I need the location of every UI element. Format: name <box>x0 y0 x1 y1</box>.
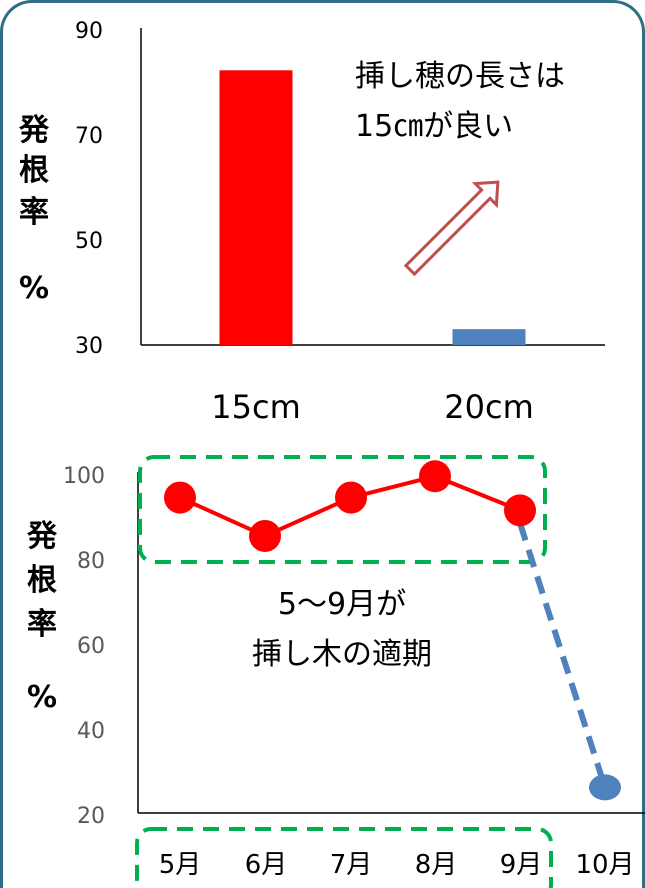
bar-ytick: 90 <box>75 19 103 44</box>
hollow-arrow-icon <box>403 180 500 277</box>
bar-15cm <box>219 70 293 346</box>
line-xtick: 8月 <box>415 850 458 880</box>
line-ylabel-char: % <box>27 680 57 715</box>
bar-ytick: 30 <box>75 334 103 359</box>
line-ytick: 60 <box>77 634 105 659</box>
month-highlight-box <box>135 827 553 888</box>
line-annotation-line1: 5～9月が <box>278 587 406 622</box>
line-xtick: 7月 <box>330 850 373 880</box>
line-xtick: 9月 <box>500 850 543 880</box>
line-ylabel-char: 率 <box>27 607 57 642</box>
bar-ytick: 70 <box>75 124 103 149</box>
bar-ylabel-char: 率 <box>19 195 49 230</box>
bar-xtick: 15cm <box>211 388 300 426</box>
bar-ylabel-char: 発 <box>18 113 50 148</box>
line-ytick: 40 <box>77 719 105 744</box>
line-xtick: 6月 <box>245 850 288 880</box>
red-point <box>164 481 196 514</box>
bar-chart: 90 70 50 30 発 根 率 % 15cm 20cm 挿し穂の長さは 15… <box>18 19 605 426</box>
red-point <box>504 494 536 527</box>
red-point <box>419 460 451 493</box>
bar-ylabel-char: 根 <box>19 153 49 188</box>
bar-xtick: 20cm <box>444 388 533 426</box>
highlight-box <box>138 455 547 564</box>
bar-20cm <box>452 329 526 345</box>
line-ylabel-char: 発 <box>26 519 58 554</box>
line-ytick: 80 <box>77 549 105 574</box>
line-points <box>164 460 621 801</box>
line-xtick: 5月 <box>159 850 202 880</box>
bar-annotation-line2: 15㎝が良い <box>355 109 513 144</box>
line-annotation-line2: 挿し木の適期 <box>252 637 432 672</box>
bar-annotation-line1: 挿し穂の長さは <box>355 59 565 94</box>
red-point <box>249 519 281 552</box>
blue-point <box>589 774 621 801</box>
line-chart: 100 80 60 40 20 発 根 率 % 5～9月が 挿し木の適期 5月 … <box>26 455 645 888</box>
bar-ytick: 50 <box>75 229 103 254</box>
bar-ylabel-char: % <box>19 271 49 306</box>
series-blue-line <box>517 522 608 789</box>
line-xtick: 10月 <box>575 850 634 880</box>
line-ytick: 100 <box>63 464 105 489</box>
line-ylabel-char: 根 <box>27 563 57 598</box>
red-point <box>335 481 367 514</box>
line-ytick: 20 <box>77 804 105 829</box>
